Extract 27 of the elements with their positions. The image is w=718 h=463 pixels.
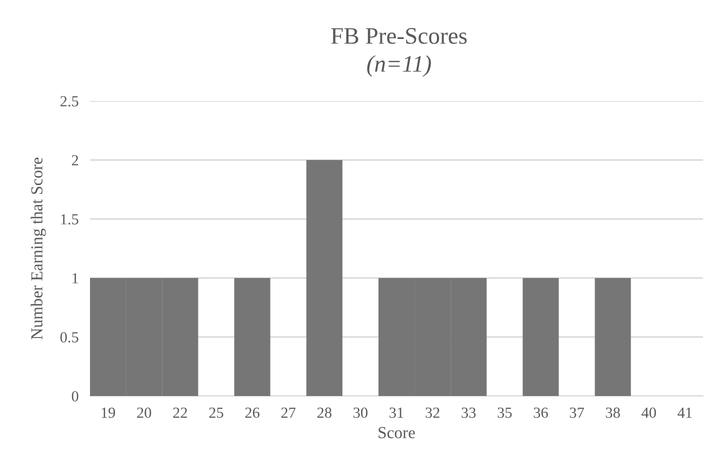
chart-subtitle: (n=11) [367, 55, 431, 77]
y-tick-label: 0 [72, 391, 78, 402]
x-tick-label: 26 [245, 408, 260, 418]
x-tick-label: 28 [317, 408, 332, 418]
x-tick-label: 27 [281, 408, 296, 418]
x-tick-label: 36 [534, 408, 548, 418]
x-tick-label: 35 [498, 408, 512, 418]
y-tick-label: 1.5 [61, 214, 78, 225]
y-tick-label: 2.5 [60, 96, 78, 107]
y-axis-title: Number Earning that Score [30, 158, 46, 340]
x-tick-label: 32 [426, 408, 440, 418]
y-tick-label: 1 [72, 273, 78, 284]
x-tick-label: 20 [137, 408, 152, 418]
x-tick-label: 37 [570, 408, 584, 418]
x-axis-title: Score [378, 427, 415, 438]
x-tick-label: 22 [173, 408, 187, 418]
y-tick-label: 2 [72, 155, 78, 166]
x-tick-label: 38 [606, 408, 620, 418]
x-tick-label: 30 [354, 408, 368, 418]
x-tick-label: 31 [390, 408, 404, 418]
x-tick-label: 41 [678, 408, 692, 418]
x-tick-label: 40 [642, 408, 656, 418]
chart-title: FB Pre-Scores [331, 28, 467, 44]
y-tick-label: 0.5 [60, 332, 78, 343]
x-tick-label: 19 [102, 408, 116, 418]
x-tick-label: 25 [209, 408, 224, 418]
x-tick-label: 33 [462, 408, 476, 418]
